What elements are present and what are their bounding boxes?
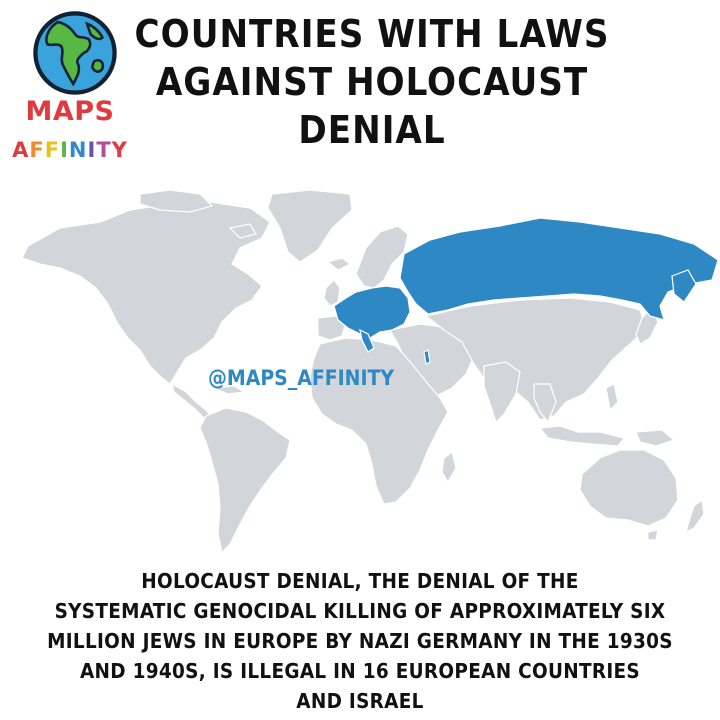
- land-grey: [21, 189, 705, 554]
- australia: [579, 449, 679, 527]
- logo-affinity-text: AFFINITY: [10, 138, 130, 162]
- philippines: [605, 383, 619, 412]
- tasmania: [647, 529, 659, 541]
- description-line-3: MILLION JEWS IN EUROPE BY NAZI GERMANY I…: [47, 629, 673, 653]
- land-highlighted: [333, 217, 719, 365]
- italy: [359, 328, 375, 353]
- north-america: [21, 201, 271, 385]
- israel: [423, 349, 431, 365]
- scandinavia: [355, 225, 409, 289]
- iberia: [317, 315, 347, 341]
- logo-affinity-letter: F: [44, 138, 61, 162]
- description-text: HOLOCAUST DENIAL, THE DENIAL OF THE SYST…: [10, 566, 710, 716]
- caribbean: [213, 385, 246, 395]
- logo-affinity-letter: F: [29, 138, 45, 162]
- asia: [424, 297, 647, 421]
- central-america: [171, 382, 213, 421]
- madagascar: [441, 450, 457, 484]
- africa: [309, 337, 449, 505]
- indonesia: [538, 425, 626, 447]
- arctic-islands: [139, 189, 214, 213]
- description-line-5: AND ISRAEL: [296, 689, 424, 713]
- logo-affinity-letter: A: [12, 138, 30, 162]
- uk: [323, 279, 341, 307]
- title-line-1: COUNTRIES WITH LAWS: [134, 12, 610, 56]
- south-america: [199, 407, 291, 554]
- greenland: [267, 189, 353, 263]
- description-line-2: SYSTEMATIC GENOCIDAL KILLING OF APPROXIM…: [54, 599, 666, 623]
- description-line-4: AND 1940S, IS ILLEGAL IN 16 EUROPEAN COU…: [79, 659, 640, 683]
- kamchatka: [671, 269, 697, 303]
- iceland: [326, 257, 352, 271]
- new-guinea: [635, 429, 676, 447]
- logo-affinity-letter: I: [87, 138, 97, 162]
- page-title: COUNTRIES WITH LAWS AGAINST HOLOCAUST DE…: [112, 10, 632, 154]
- globe-icon: [33, 11, 117, 95]
- logo-affinity-letter: T: [96, 138, 112, 162]
- title-line-3: DENIAL: [298, 108, 446, 152]
- europe: [333, 285, 411, 339]
- logo-maps-text: MAPS: [25, 96, 115, 127]
- india: [483, 361, 521, 424]
- new-zealand: [685, 498, 705, 534]
- description-line-1: HOLOCAUST DENIAL, THE DENIAL OF THE: [141, 569, 579, 593]
- world-map: [21, 189, 719, 554]
- brand-logo: MAPS AFFINITY: [10, 4, 127, 174]
- russia: [399, 217, 719, 321]
- se-asia: [533, 383, 557, 424]
- watermark-handle: @MAPS_AFFINITY: [208, 366, 395, 390]
- logo-affinity-letter: N: [68, 138, 88, 162]
- hudson-island: [228, 223, 257, 239]
- title-line-2: AGAINST HOLOCAUST: [155, 60, 589, 104]
- logo-affinity-letter: I: [60, 138, 69, 162]
- logo-affinity-letter: Y: [111, 138, 128, 162]
